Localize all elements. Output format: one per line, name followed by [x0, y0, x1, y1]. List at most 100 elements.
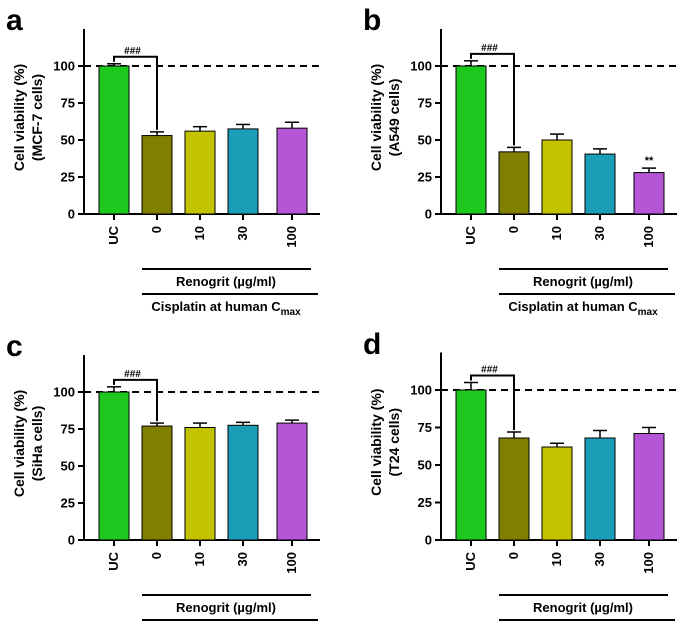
bar-10: [184, 427, 216, 541]
bar-UC: [98, 391, 130, 541]
bar-0: [141, 425, 173, 541]
y-tick-label: 25: [418, 170, 432, 185]
y-tick-label: 25: [61, 170, 75, 185]
x-tick-label: 10: [549, 552, 564, 566]
comparison-bracket: [113, 378, 158, 422]
x-tick-label: 100: [284, 552, 299, 574]
bar-30: [227, 424, 259, 541]
y-tick-label: 25: [61, 496, 75, 511]
x-tick-label: UC: [463, 551, 478, 570]
y-tick-label: 75: [418, 96, 432, 111]
panel-letter: c: [6, 330, 23, 363]
y-tick-label: 50: [418, 133, 432, 148]
x-tick-label: 100: [641, 226, 656, 248]
panel-letter: a: [6, 4, 23, 37]
y-axis-label-line1: Cell viability (%): [11, 390, 27, 497]
renogrit-label: Renogrit (µg/ml): [533, 600, 633, 615]
x-tick-label: 0: [506, 552, 521, 559]
y-tick-label: 75: [61, 422, 75, 437]
y-axis-label: Cell viability (%) (SiHa cells): [11, 390, 45, 497]
bar-0: [141, 135, 173, 215]
x-tick-label: 100: [284, 226, 299, 248]
x-tick-label: 30: [592, 226, 607, 240]
bar-100: [276, 127, 308, 215]
bar-100: [633, 433, 665, 541]
x-tick-label: 30: [235, 552, 250, 566]
y-tick-label: 0: [68, 207, 75, 222]
y-axis-label-line2: (T24 cells): [386, 408, 402, 476]
y-tick-label: 75: [61, 96, 75, 111]
x-tick-label: 30: [235, 226, 250, 240]
y-axis-label: Cell viability (%) (MCF-7 cells): [11, 64, 45, 171]
y-tick-label: 50: [61, 459, 75, 474]
bar-10: [541, 139, 573, 215]
bar-10: [541, 446, 573, 541]
y-tick-label: 0: [68, 533, 75, 548]
bar-100: [633, 172, 665, 215]
bar-0: [498, 437, 530, 541]
chart-panel-c: c Cell viability (%) (SiHa cells) 0 25 50 75 10…: [6, 330, 320, 632]
bar-UC: [455, 389, 487, 541]
x-tick-label: 0: [149, 226, 164, 233]
panel-letter: d: [363, 328, 381, 361]
x-tick-label: 0: [149, 552, 164, 559]
renogrit-label: Renogrit (µg/ml): [176, 274, 276, 289]
chart-panel-b: b Cell viability (%) (A549 cells) 0 25 50 75 10…: [363, 4, 677, 318]
panel-letter: b: [363, 4, 381, 37]
bar-30: [584, 153, 616, 215]
cisplatin-label-subscript: max: [281, 307, 301, 318]
x-tick-label: UC: [463, 225, 478, 244]
cisplatin-label: Cisplatin at human Cmax: [151, 299, 301, 318]
y-axis-label-line1: Cell viability (%): [368, 389, 384, 496]
y-axis-label-line1: Cell viability (%): [368, 64, 384, 171]
y-tick-label: 100: [53, 385, 75, 400]
bar-10: [184, 130, 216, 215]
y-axis-label: Cell viability (%) (A549 cells): [368, 64, 402, 171]
y-axis-label: Cell viability (%) (T24 cells): [368, 389, 402, 496]
bar-UC: [98, 65, 130, 215]
y-tick-label: 75: [418, 420, 432, 435]
x-tick-label: 10: [192, 552, 207, 566]
bar-UC: [455, 65, 487, 215]
x-tick-label: 10: [192, 226, 207, 240]
comparison-bracket: [470, 52, 515, 146]
bar-100: [276, 422, 308, 541]
y-tick-label: 50: [61, 133, 75, 148]
x-tick-label: 0: [506, 226, 521, 233]
comparison-label: ###: [481, 365, 498, 376]
x-tick-label: 30: [592, 552, 607, 566]
y-axis-label-line2: (A549 cells): [386, 79, 402, 157]
x-tick-label: UC: [106, 551, 121, 570]
comparison-bracket: [470, 374, 515, 430]
y-axis-label-line2: (MCF-7 cells): [29, 74, 45, 161]
y-tick-label: 25: [418, 495, 432, 510]
comparison-label: ###: [481, 43, 498, 54]
renogrit-label: Renogrit (µg/ml): [533, 274, 633, 289]
cisplatin-label: Cisplatin at human Cmax: [508, 299, 658, 318]
bar-30: [227, 128, 259, 215]
bar-0: [498, 151, 530, 215]
cisplatin-label-main: Cisplatin at human C: [508, 299, 638, 314]
cisplatin-label-subscript: max: [638, 307, 658, 318]
y-tick-label: 100: [410, 59, 432, 74]
y-axis-label-line2: (SiHa cells): [29, 406, 45, 481]
chart-panel-a: a Cell viability (%) (MCF-7 cells) 0 25 50 75 1…: [6, 4, 320, 318]
x-tick-label: 100: [641, 552, 656, 574]
cisplatin-label-main: Cisplatin at human C: [151, 299, 281, 314]
y-tick-label: 0: [425, 207, 432, 222]
bar-30: [584, 437, 616, 541]
comparison-label: ###: [124, 46, 141, 57]
x-tick-label: UC: [106, 225, 121, 244]
y-tick-label: 0: [425, 533, 432, 548]
y-axis-label-line1: Cell viability (%): [11, 64, 27, 171]
renogrit-label: Renogrit (µg/ml): [176, 600, 276, 615]
y-tick-label: 50: [418, 458, 432, 473]
y-tick-label: 100: [410, 383, 432, 398]
comparison-label: ###: [124, 369, 141, 380]
significance-label: **: [645, 155, 654, 167]
y-tick-label: 100: [53, 59, 75, 74]
x-tick-label: 10: [549, 226, 564, 240]
